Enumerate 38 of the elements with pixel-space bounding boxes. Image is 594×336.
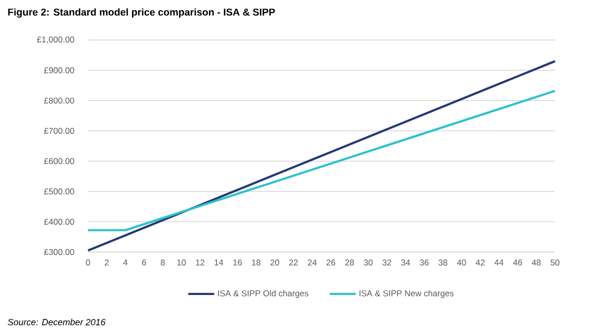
y-tick-label: £800.00: [44, 98, 74, 104]
legend-label: ISA & SIPP Old charges: [218, 290, 308, 298]
y-tick-label: £900.00: [44, 67, 74, 74]
y-tick-label: £600.00: [44, 158, 74, 164]
x-tick-label: 6: [142, 260, 146, 266]
x-tick-label: 50: [550, 260, 560, 266]
chart-title: Figure 2: Standard model price comparison - ISA & SIPP: [8, 8, 275, 18]
source-note: Source: December 2016: [8, 318, 106, 326]
x-tick-label: 22: [289, 260, 298, 266]
x-tick-label: 4: [123, 260, 128, 266]
x-tick-label: 40: [457, 260, 466, 266]
x-tick-label: 34: [401, 260, 410, 266]
x-tick-label: 26: [326, 260, 336, 266]
y-tick-label: £1,000.00: [37, 36, 74, 44]
x-tick-label: 44: [494, 260, 504, 266]
x-tick-label: 24: [308, 260, 317, 266]
y-tick-label: £700.00: [44, 128, 74, 134]
x-tick-label: 30: [364, 260, 373, 266]
x-tick-label: 38: [438, 260, 448, 266]
x-tick-label: 16: [233, 260, 242, 266]
x-tick-label: 18: [252, 260, 260, 266]
x-tick-label: 2: [104, 260, 109, 266]
x-tick-label: 0: [86, 260, 90, 266]
x-tick-label: 8: [160, 260, 165, 266]
x-tick-label: 20: [270, 260, 280, 266]
x-tick-label: 14: [214, 260, 224, 266]
x-tick-label: 48: [532, 260, 541, 266]
x-tick-label: 12: [196, 260, 204, 266]
y-tick-label: £300.00: [44, 249, 74, 255]
y-tick-label: £500.00: [44, 188, 74, 194]
x-tick-label: 36: [420, 260, 429, 266]
y-tick-label: £400.00: [44, 218, 74, 225]
x-tick-label: 28: [345, 260, 354, 266]
x-tick-label: 46: [513, 260, 522, 266]
x-tick-label: 10: [177, 260, 186, 266]
legend-label: ISA & SIPP New charges: [360, 290, 454, 298]
x-tick-label: 32: [382, 260, 392, 266]
x-tick-label: 42: [476, 260, 485, 266]
